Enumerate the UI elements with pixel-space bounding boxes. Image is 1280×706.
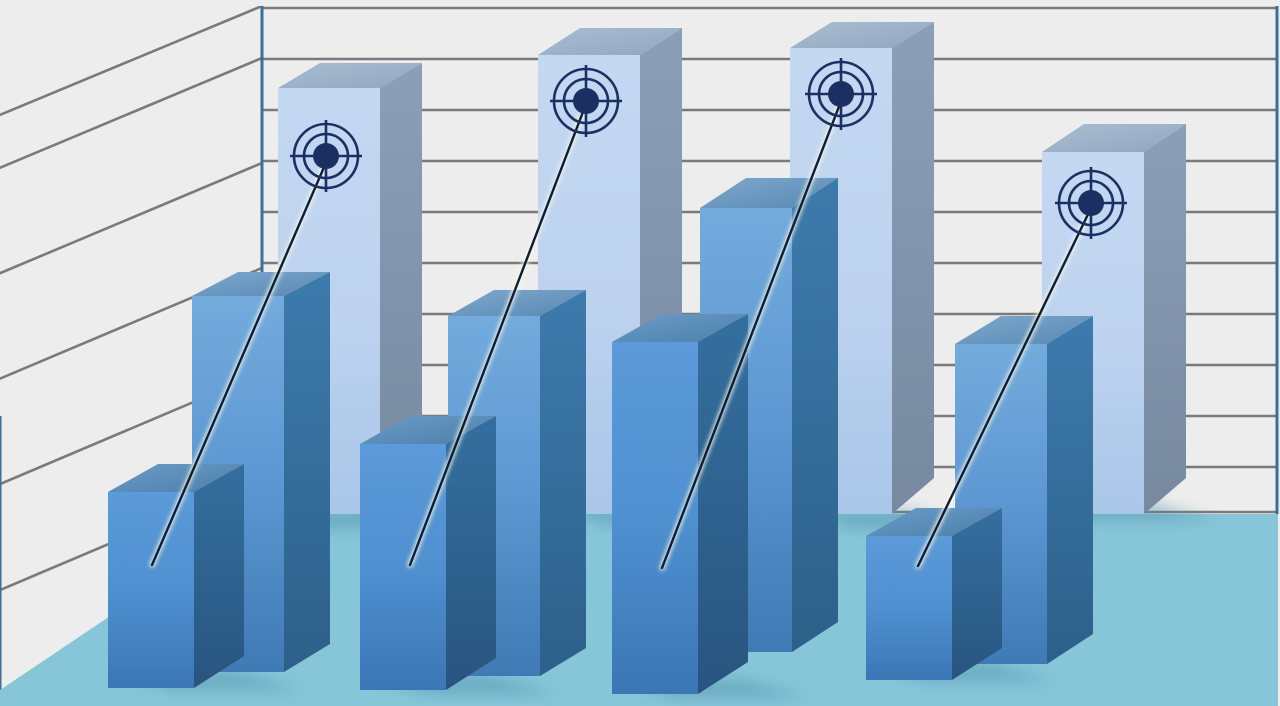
bar-side-face [380,63,422,514]
bar-top-face [108,464,244,492]
bar-side-face [1144,124,1186,514]
bar-front-face [108,492,194,688]
bar-front-2[interactable] [360,416,496,690]
target-marker-3[interactable] [805,58,877,130]
bar-side-face [194,464,244,688]
pointer-core [150,94,1095,570]
bar-side-face [792,178,838,652]
bar-top-face [538,28,682,55]
bar-top-face [612,314,748,342]
bar-top-face [1042,124,1186,152]
bar-top-face [790,22,934,48]
pointer-lines [149,93,1096,571]
bar-front-face [612,342,698,694]
bar-front-3[interactable] [612,314,748,694]
bar-side-face [284,272,330,672]
bar-front-face [866,536,952,680]
front-row-bars [108,314,1002,694]
bar-side-face [698,314,748,694]
target-marker-2[interactable] [550,65,622,137]
bar-front-1[interactable] [108,464,244,688]
bar-front-4[interactable] [866,508,1002,680]
bar-side-face [892,22,934,514]
bar-top-face [866,508,1002,536]
bar-front-face [360,444,446,690]
target-marker-4[interactable] [1055,167,1127,239]
bar-side-face [540,290,586,676]
target-marker-1[interactable] [290,120,362,192]
bar-top-face [278,63,422,88]
bar-side-face [952,508,1002,680]
target-markers [290,58,1127,239]
bar-side-face [1047,316,1093,664]
bar-side-face [446,416,496,690]
